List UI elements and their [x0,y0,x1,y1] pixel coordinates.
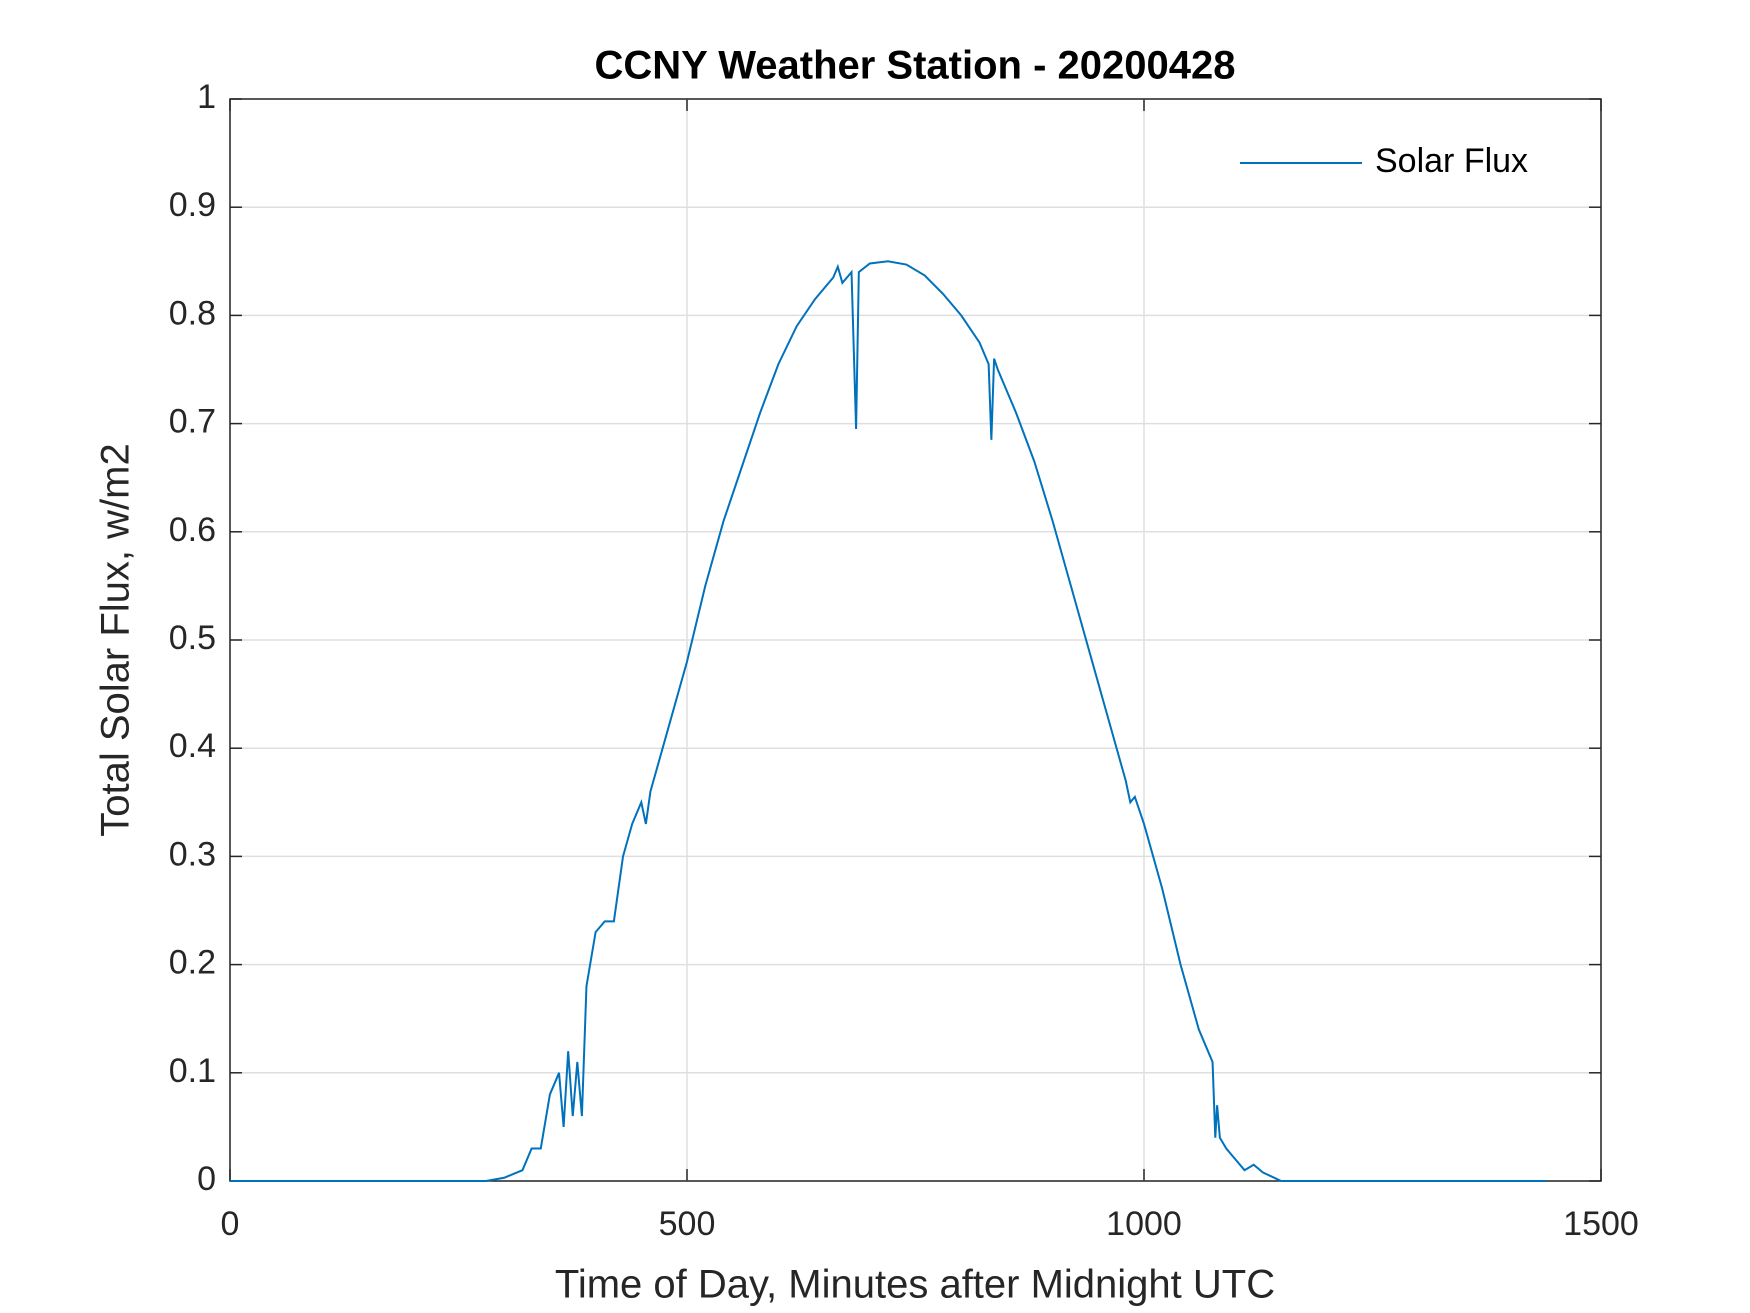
y-tick-label: 0 [197,1160,216,1198]
x-tick-label: 1500 [1563,1205,1639,1243]
x-axis-label: Time of Day, Minutes after Midnight UTC [555,1263,1275,1307]
y-tick-label: 0.6 [169,511,216,549]
y-tick-label: 0.4 [169,727,216,765]
plot-frame [229,98,1602,1182]
y-tick-label: 0.1 [169,1052,216,1090]
x-tick-label: 500 [659,1205,716,1243]
data-line [230,260,1547,1182]
y-tick-label: 0.8 [169,294,216,332]
y-tick-label: 0.9 [169,186,216,224]
y-tick-label: 0.5 [169,619,216,657]
y-tick-label: 1 [197,78,216,116]
chart-title: CCNY Weather Station - 20200428 [595,44,1236,88]
y-tick-label: 0.7 [169,403,216,441]
y-tick-label: 0.3 [169,835,216,873]
y-tick-label: 0.2 [169,944,216,982]
x-tick-label: 0 [221,1205,240,1243]
legend-label: Solar Flux [1375,142,1528,180]
x-tick-label: 1000 [1106,1205,1182,1243]
y-axis-label: Total Solar Flux, w/m2 [94,443,138,836]
